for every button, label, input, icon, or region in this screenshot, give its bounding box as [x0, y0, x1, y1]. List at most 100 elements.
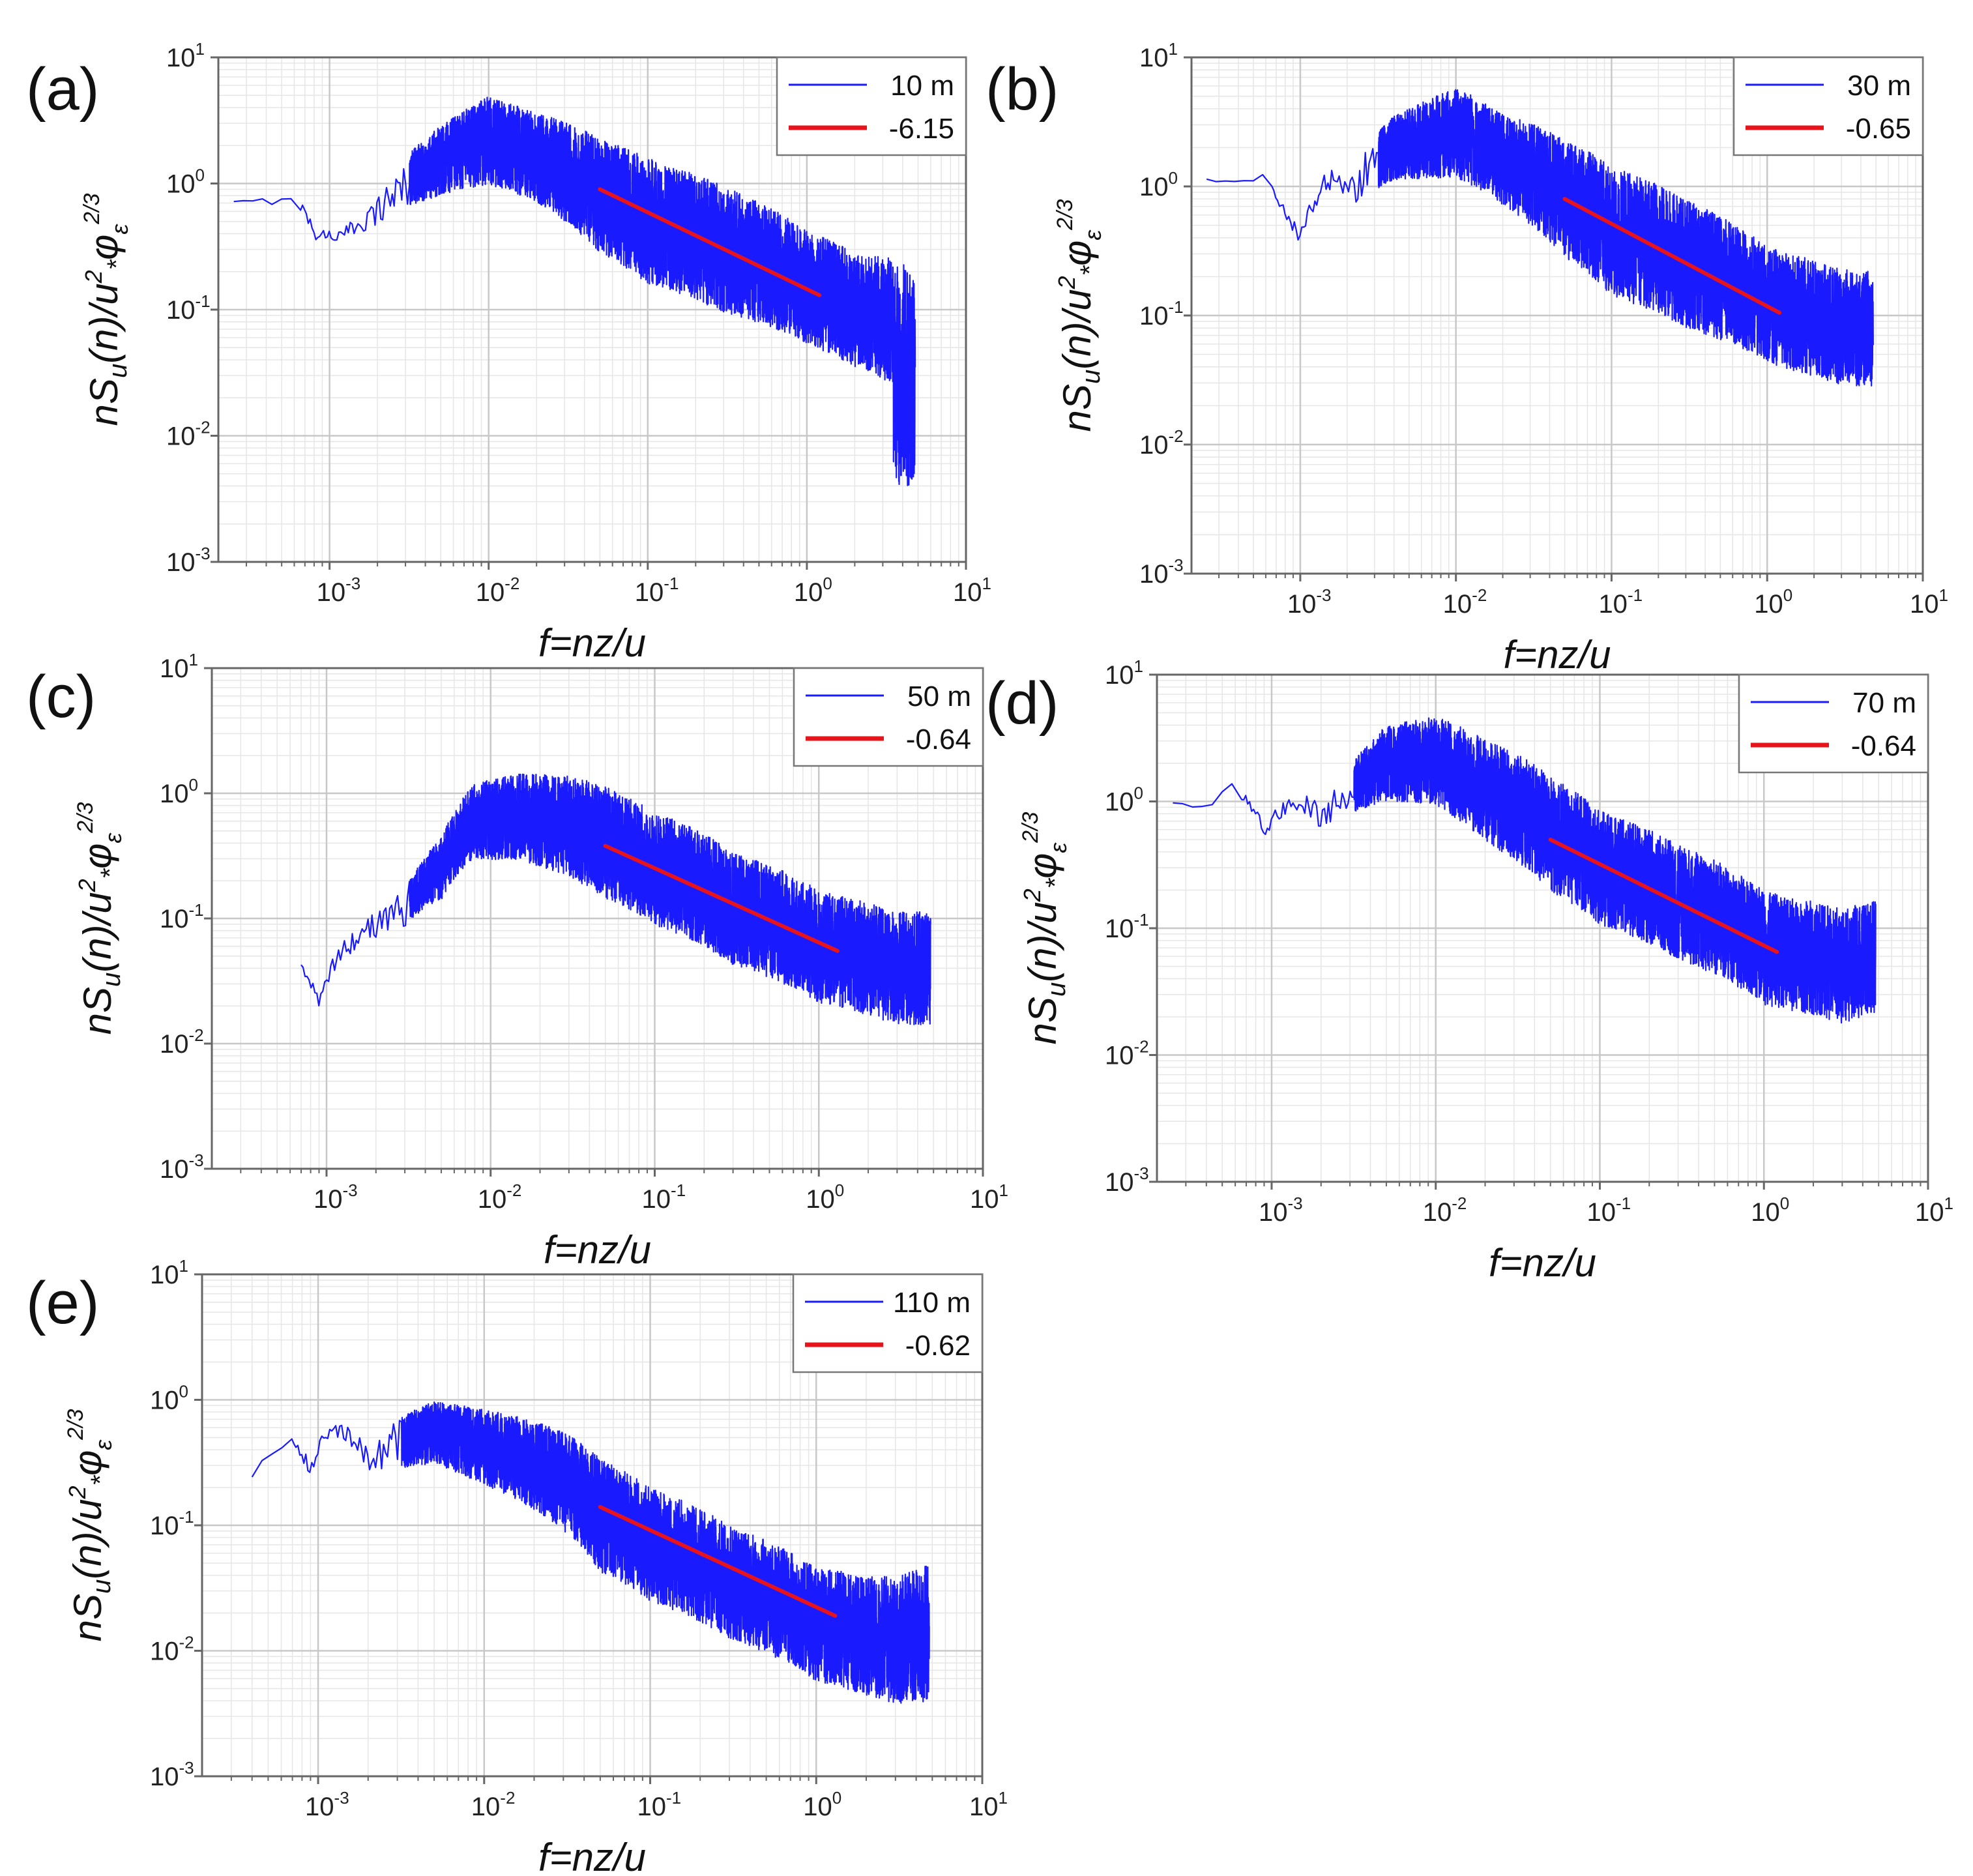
panel-label: (e) [26, 1270, 99, 1336]
x-axis-title: f=nz/u [538, 1836, 646, 1876]
x-tick-label: 10-2 [1443, 585, 1487, 619]
legend: 110 m -0.62 [792, 1273, 984, 1373]
x-tick-label: 100 [1751, 1194, 1789, 1227]
x-tick-label: 100 [803, 1788, 841, 1821]
y-tick-label: 10-1 [1105, 910, 1149, 943]
y-tick-label: 10-1 [1139, 297, 1184, 330]
y-axis-title: nSu(n)/u2*φε2/3 [63, 1409, 117, 1641]
x-tick-label: 101 [953, 574, 991, 607]
panel-label: (d) [986, 670, 1059, 737]
x-tick-label: 10-2 [471, 1788, 516, 1821]
fit-series-line [598, 1504, 838, 1618]
y-tick-label: 101 [1139, 39, 1178, 72]
panel-label: (b) [986, 56, 1059, 123]
y-tick-label: 10-2 [1139, 426, 1184, 460]
legend-box [793, 667, 984, 767]
y-tick-label: 100 [1105, 784, 1143, 817]
x-tick-label: 10-3 [317, 574, 361, 607]
y-tick-label: 101 [150, 1256, 188, 1289]
x-tick-label: 101 [1910, 585, 1948, 619]
y-tick-label: 10-3 [166, 544, 211, 577]
x-tick-label: 10-2 [1423, 1194, 1467, 1227]
legend: 30 m -0.65 [1732, 56, 1924, 156]
panel-label: (a) [26, 56, 99, 123]
legend-label-spectrum: 10 m [890, 70, 954, 102]
x-tick-label: 10-1 [637, 1788, 682, 1821]
x-tick-label: 100 [794, 574, 832, 607]
x-tick-label: 10-3 [1259, 1194, 1303, 1227]
x-axis-title: f=nz/u [544, 1228, 651, 1272]
y-tick-label: 10-2 [166, 418, 211, 451]
y-axis-title: nSu(n)/u2*φε2/3 [73, 802, 126, 1034]
x-axis-title: f=nz/u [538, 621, 646, 665]
panel-a: (a) 10-3 10-3 10-2 10-2 10-1 10-1 100 100 101 101 f… [26, 39, 991, 665]
x-tick-label: 100 [806, 1180, 844, 1214]
x-tick-label: 100 [1754, 585, 1792, 619]
x-tick-label: 10-1 [1598, 585, 1643, 619]
x-tick-label: 10-1 [635, 574, 679, 607]
legend-box [792, 1273, 984, 1373]
x-tick-label: 10-2 [478, 1180, 522, 1214]
fit-series-line [1548, 838, 1779, 954]
x-tick-label: 10-2 [476, 574, 520, 607]
legend-label-spectrum: 70 m [1852, 687, 1916, 719]
legend-box [1732, 56, 1924, 156]
x-axis-title: f=nz/u [1503, 633, 1611, 677]
y-tick-label: 100 [1139, 168, 1178, 201]
y-tick-label: 10-3 [1139, 555, 1184, 589]
panel-e: (e) 10-3 10-3 10-2 10-2 10-1 10-1 100 100 101 101 f… [26, 1256, 1008, 1876]
legend: 50 m -0.64 [793, 667, 984, 767]
spectrum-series-line [1173, 717, 1877, 1024]
y-tick-label: 10-1 [166, 291, 211, 325]
legend-label-fit: -6.15 [889, 113, 954, 145]
spectrum-series-line [300, 773, 931, 1025]
y-tick-label: 101 [166, 39, 205, 72]
x-tick-label: 10-3 [1287, 585, 1332, 619]
legend-box [1738, 673, 1929, 774]
y-axis-title: nSu(n)/u2*φε2/3 [80, 193, 133, 426]
x-tick-label: 10-1 [1586, 1194, 1631, 1227]
legend-box [776, 56, 967, 156]
legend-label-spectrum: 50 m [907, 681, 971, 712]
y-tick-label: 10-3 [1105, 1164, 1149, 1197]
y-tick-label: 10-2 [150, 1633, 194, 1666]
y-tick-label: 101 [160, 650, 198, 683]
x-tick-label: 10-3 [314, 1180, 358, 1214]
x-tick-label: 10-3 [305, 1788, 349, 1821]
y-tick-label: 100 [160, 775, 198, 808]
fit-series-line [603, 843, 840, 953]
x-axis-title: f=nz/u [1489, 1241, 1596, 1285]
legend: 70 m -0.64 [1738, 673, 1929, 774]
legend-label-fit: -0.64 [906, 724, 971, 755]
x-tick-label: 101 [970, 1180, 1008, 1214]
panel-label: (c) [26, 664, 96, 730]
legend-label-spectrum: 30 m [1847, 70, 1911, 102]
fit-series-line [598, 187, 822, 297]
y-tick-label: 10-2 [1105, 1037, 1149, 1070]
fit-series-line [1562, 197, 1782, 315]
x-tick-label: 101 [969, 1788, 1008, 1821]
spectrum-series-line [1206, 89, 1874, 387]
y-tick-label: 101 [1105, 656, 1143, 690]
y-tick-label: 10-1 [160, 900, 204, 933]
y-tick-label: 100 [150, 1382, 188, 1415]
y-tick-label: 10-3 [150, 1758, 194, 1791]
legend-label-fit: -0.64 [1851, 730, 1916, 762]
panel-b: (b) 10-3 10-3 10-2 10-2 10-1 10-1 100 100 101 101 f… [986, 39, 1948, 677]
panel-c: (c) 10-3 10-3 10-2 10-2 10-1 10-1 100 100 101 101 f… [26, 650, 1008, 1272]
panel-d: (d) 10-3 10-3 10-2 10-2 10-1 10-1 100 100 101 101 f… [986, 656, 1953, 1285]
y-tick-label: 10-1 [150, 1507, 194, 1540]
x-tick-label: 101 [1915, 1194, 1953, 1227]
y-tick-label: 100 [166, 166, 205, 199]
y-tick-label: 10-3 [160, 1151, 204, 1184]
legend-label-fit: -0.65 [1846, 113, 1911, 145]
x-tick-label: 10-1 [641, 1180, 686, 1214]
y-axis-title: nSu(n)/u2*φε2/3 [1053, 199, 1106, 432]
y-tick-label: 10-2 [160, 1025, 204, 1059]
y-axis-title: nSu(n)/u2*φε2/3 [1018, 812, 1072, 1044]
spectrum-series-line [251, 1401, 930, 1704]
spectrum-series-line [233, 96, 916, 486]
legend: 10 m -6.15 [776, 56, 967, 156]
legend-label-fit: -0.62 [905, 1330, 971, 1362]
